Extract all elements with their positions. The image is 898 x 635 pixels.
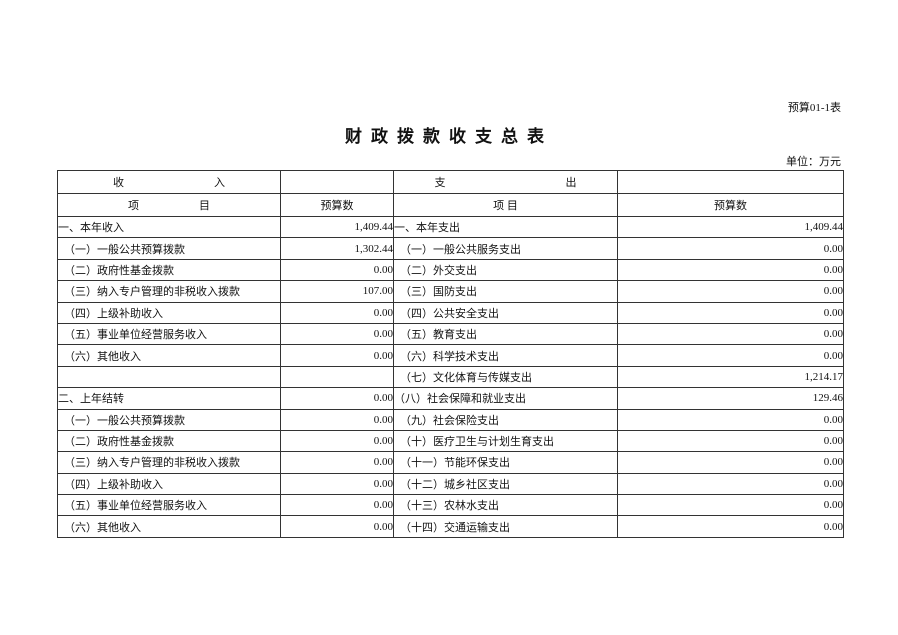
income-item-cell: 一、本年收入: [57, 215, 281, 239]
income-item-cell: （五）事业单位经营服务收入: [57, 494, 281, 517]
expense-item-cell: （二）外交支出: [393, 258, 618, 282]
expense-header-char: 支: [434, 177, 446, 189]
income-item-cell: （五）事业单位经营服务收入: [57, 322, 281, 346]
income-amount-cell: 0.00: [280, 451, 394, 474]
table-row: （五）事业单位经营服务收入 0.00 （十三）农林水支出 0.00: [57, 494, 844, 517]
table-subheader-row: 项目 预算数 项 目 预算数: [57, 193, 844, 217]
income-amount-cell: 0.00: [280, 494, 394, 517]
income-amount-cell: 1,409.44: [280, 215, 394, 239]
income-item-cell: （三）纳入专户管理的非税收入拨款: [57, 280, 281, 303]
table-row: （六）其他收入 0.00 （十四）交通运输支出 0.00: [57, 515, 844, 538]
income-header-char: 入: [214, 177, 225, 189]
expense-item-cell: （五）教育支出: [393, 322, 618, 346]
expense-item-cell: 一、本年支出: [393, 215, 618, 239]
income-amount-cell: 107.00: [280, 280, 394, 303]
expense-item-cell: （四）公共安全支出: [393, 301, 618, 324]
expense-amount-cell: 1,409.44: [617, 215, 844, 239]
item-header-char: 项: [128, 200, 139, 212]
income-amount-cell: 0.00: [280, 301, 394, 324]
expense-item-cell: （三）国防支出: [393, 280, 618, 303]
table-row: （一）一般公共预算拨款 0.00 （九）社会保险支出 0.00: [57, 408, 844, 431]
expense-amount-cell: 0.00: [617, 301, 844, 324]
income-budget-header: 预算数: [280, 193, 394, 217]
table-row: （四）上级补助收入 0.00 （十二）城乡社区支出 0.00: [57, 472, 844, 496]
expense-item-header: 项 目: [393, 193, 618, 217]
income-item-cell: （二）政府性基金拨款: [57, 258, 281, 282]
expense-item-cell: （八）社会保障和就业支出: [393, 387, 618, 410]
expense-item-cell: （十）医疗卫生与计划生育支出: [393, 429, 618, 453]
unit-label: 单位：万元: [786, 156, 841, 168]
expense-amount-cell: 0.00: [617, 237, 844, 260]
income-amount-cell: 0.00: [280, 258, 394, 282]
income-item-cell: （六）其他收入: [57, 344, 281, 367]
income-amount-cell: 0.00: [280, 387, 394, 410]
table-header-row: 收入 支出: [57, 170, 844, 194]
header-blank-cell: [280, 170, 394, 194]
page-title: 财政拨款收支总表: [345, 127, 553, 146]
expense-amount-cell: 0.00: [617, 429, 844, 453]
income-amount-cell: 0.00: [280, 322, 394, 346]
expense-item-cell: （十一）节能环保支出: [393, 451, 618, 474]
income-item-cell: （六）其他收入: [57, 515, 281, 538]
table-row: （五）事业单位经营服务收入 0.00 （五）教育支出 0.00: [57, 322, 844, 346]
expense-amount-cell: 1,214.17: [617, 365, 844, 389]
income-item-cell: [57, 365, 281, 389]
table-row: （七）文化体育与传媒支出 1,214.17: [57, 365, 844, 389]
expense-amount-cell: 0.00: [617, 408, 844, 431]
header-blank-cell: [617, 170, 844, 194]
expense-item-cell: （七）文化体育与传媒支出: [393, 365, 618, 389]
income-amount-cell: 0.00: [280, 429, 394, 453]
expense-item-cell: （九）社会保险支出: [393, 408, 618, 431]
table-row: （三）纳入专户管理的非税收入拨款 0.00 （十一）节能环保支出 0.00: [57, 451, 844, 474]
expense-item-cell: （六）科学技术支出: [393, 344, 618, 367]
expense-item-cell: （十四）交通运输支出: [393, 515, 618, 538]
income-item-cell: 二、上年结转: [57, 387, 281, 410]
item-header-char: 目: [199, 200, 210, 212]
table-row: （四）上级补助收入 0.00 （四）公共安全支出 0.00: [57, 301, 844, 324]
income-amount-cell: 0.00: [280, 344, 394, 367]
table-row: 二、上年结转 0.00 （八）社会保障和就业支出 129.46: [57, 387, 844, 410]
expense-amount-cell: 0.00: [617, 451, 844, 474]
expense-amount-cell: 129.46: [617, 387, 844, 410]
table-row: （六）其他收入 0.00 （六）科学技术支出 0.00: [57, 344, 844, 367]
income-amount-cell: 0.00: [280, 515, 394, 538]
expense-item-cell: （一）一般公共服务支出: [393, 237, 618, 260]
form-number: 预算01-1表: [787, 102, 841, 114]
income-item-cell: （一）一般公共预算拨款: [57, 408, 281, 431]
table-row: （三）纳入专户管理的非税收入拨款 107.00 （三）国防支出 0.00: [57, 280, 844, 303]
income-amount-cell: 0.00: [280, 408, 394, 431]
expense-amount-cell: 0.00: [617, 494, 844, 517]
expense-item-cell: （十二）城乡社区支出: [393, 472, 618, 496]
income-item-cell: （四）上级补助收入: [57, 301, 281, 324]
expense-amount-cell: 0.00: [617, 322, 844, 346]
income-item-header: 项目: [57, 193, 281, 217]
expense-amount-cell: 0.00: [617, 472, 844, 496]
income-item-cell: （三）纳入专户管理的非税收入拨款: [57, 451, 281, 474]
income-amount-cell: 1,302.44: [280, 237, 394, 260]
income-amount-cell: 0.00: [280, 472, 394, 496]
income-item-cell: （一）一般公共预算拨款: [57, 237, 281, 260]
expense-amount-cell: 0.00: [617, 258, 844, 282]
table-row: （二）政府性基金拨款 0.00 （二）外交支出 0.00: [57, 258, 844, 282]
expense-amount-cell: 0.00: [617, 344, 844, 367]
income-item-cell: （二）政府性基金拨款: [57, 429, 281, 453]
expense-header: 支出: [393, 170, 618, 194]
table-row: （一）一般公共预算拨款 1,302.44 （一）一般公共服务支出 0.00: [57, 237, 844, 260]
expense-header-char: 出: [565, 177, 577, 189]
expense-amount-cell: 0.00: [617, 515, 844, 538]
income-header: 收入: [57, 170, 281, 194]
income-amount-cell: [280, 365, 394, 389]
income-item-cell: （四）上级补助收入: [57, 472, 281, 496]
expense-amount-cell: 0.00: [617, 280, 844, 303]
table-row: 一、本年收入 1,409.44 一、本年支出 1,409.44: [57, 215, 844, 239]
income-header-char: 收: [113, 177, 124, 189]
expense-budget-header: 预算数: [617, 193, 844, 217]
budget-summary-table: 收入 支出 项目 预算数 项 目 预算数 一、本年收入 1,409.44 一、本年支…: [57, 170, 844, 538]
expense-item-cell: （十三）农林水支出: [393, 494, 618, 517]
table-row: （二）政府性基金拨款 0.00 （十）医疗卫生与计划生育支出 0.00: [57, 429, 844, 453]
